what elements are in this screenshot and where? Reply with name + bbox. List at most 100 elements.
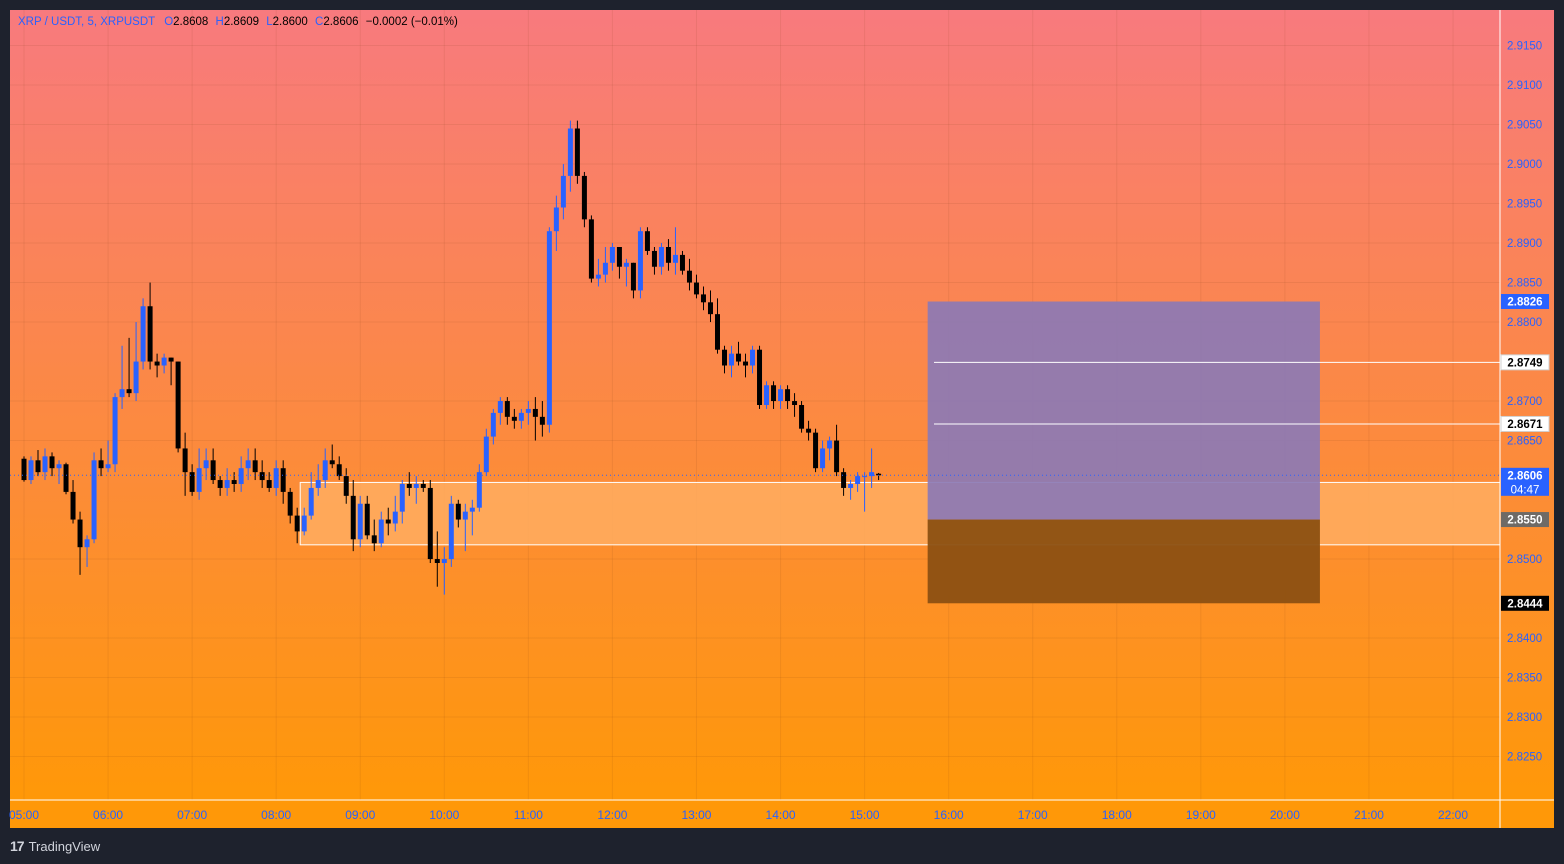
price-tick-label: 2.8950 bbox=[1507, 199, 1542, 211]
price-tick-label: 2.8850 bbox=[1507, 278, 1542, 290]
price-ticks: 2.8250 2.8300 2.8350 2.8400 2.8500 2.8650 2.87… bbox=[1507, 41, 1542, 764]
candle-body bbox=[175, 361, 181, 449]
candle-body bbox=[378, 519, 384, 544]
candle-body bbox=[497, 401, 503, 413]
time-tick-label: 22:00 bbox=[1438, 808, 1468, 822]
symbol-title: XRP / USDT, 5, XRPUSDT bbox=[18, 16, 155, 28]
profit-box bbox=[927, 301, 1320, 520]
candle-body bbox=[231, 480, 237, 484]
ohlc-close-key: C bbox=[315, 16, 324, 28]
candle-body bbox=[602, 262, 608, 275]
time-tick-label: 12:00 bbox=[597, 808, 627, 822]
price-tick-label: 2.8700 bbox=[1507, 396, 1542, 408]
candle-body bbox=[560, 175, 566, 208]
candle-body bbox=[750, 349, 756, 366]
level-label-bg bbox=[1500, 354, 1550, 371]
candle-body bbox=[385, 519, 391, 524]
candle-body bbox=[434, 559, 440, 563]
candle-body bbox=[785, 389, 791, 402]
time-axis[interactable] bbox=[10, 800, 1554, 828]
level-label: 2.8749 bbox=[1507, 357, 1542, 369]
price-tick-label: 2.8250 bbox=[1507, 752, 1542, 764]
candle-body bbox=[469, 507, 475, 512]
ohlc-low-key: L bbox=[266, 16, 273, 28]
candle-body bbox=[266, 480, 272, 488]
candle-body bbox=[736, 353, 742, 362]
candle-body bbox=[42, 456, 48, 473]
candle-body bbox=[441, 559, 447, 563]
candle-body bbox=[77, 519, 83, 548]
candle-body bbox=[672, 254, 678, 263]
entry-label: 2.8550 bbox=[1507, 515, 1542, 527]
candle-body bbox=[483, 436, 489, 473]
candle-body bbox=[511, 416, 517, 421]
candle-body bbox=[609, 247, 615, 263]
time-tick-label: 21:00 bbox=[1354, 808, 1384, 822]
candle-body bbox=[364, 503, 370, 536]
candle-body bbox=[595, 274, 601, 279]
candle-body bbox=[84, 539, 90, 548]
price-tick-label: 2.8400 bbox=[1507, 633, 1542, 645]
candle-body bbox=[119, 389, 125, 398]
entry-label-bg bbox=[1501, 512, 1549, 528]
candle-body bbox=[841, 472, 847, 488]
time-tick-label: 09:00 bbox=[345, 808, 375, 822]
position-tool[interactable] bbox=[927, 301, 1500, 604]
candle-body bbox=[287, 491, 293, 516]
candle-body bbox=[553, 207, 559, 232]
candle-body bbox=[764, 385, 770, 405]
candle-body bbox=[462, 511, 468, 520]
price-axis[interactable] bbox=[1500, 10, 1554, 800]
candle-body bbox=[280, 468, 286, 492]
price-tick-label: 2.8300 bbox=[1507, 712, 1542, 724]
candle-body bbox=[63, 464, 69, 492]
candle-body bbox=[455, 503, 461, 520]
time-tick-label: 10:00 bbox=[429, 808, 459, 822]
candle-body bbox=[448, 503, 454, 560]
candle-body bbox=[848, 484, 854, 488]
candle-body bbox=[630, 262, 636, 291]
price-tick-label: 2.9150 bbox=[1507, 41, 1542, 53]
candle-body bbox=[371, 535, 377, 544]
candle-body bbox=[350, 495, 356, 540]
candle-body bbox=[679, 254, 685, 271]
time-tick-label: 14:00 bbox=[766, 808, 796, 822]
price-tick-label: 2.8650 bbox=[1507, 436, 1542, 448]
candle-body bbox=[869, 472, 875, 477]
time-tick-label: 13:00 bbox=[681, 808, 711, 822]
candle-body bbox=[322, 460, 328, 481]
candle-body bbox=[154, 361, 160, 366]
time-tick-label: 06:00 bbox=[93, 808, 123, 822]
current-price-label-bg bbox=[1501, 467, 1549, 496]
ohlc-high-key: H bbox=[215, 16, 224, 28]
candle-body bbox=[729, 353, 735, 366]
candle-body bbox=[862, 476, 868, 478]
candle-body bbox=[623, 262, 629, 267]
candle-body bbox=[168, 357, 174, 362]
candle-body bbox=[56, 464, 62, 469]
candle-body bbox=[778, 389, 784, 402]
candle-body bbox=[357, 503, 363, 540]
candles bbox=[21, 120, 882, 595]
time-tick-label: 20:00 bbox=[1270, 808, 1300, 822]
candle-body bbox=[567, 128, 573, 176]
candle-body bbox=[539, 416, 545, 425]
candle-body bbox=[490, 412, 496, 437]
candle-body bbox=[827, 440, 833, 449]
time-tick-label: 15:00 bbox=[850, 808, 880, 822]
candle-body bbox=[217, 480, 223, 488]
candle-body bbox=[525, 408, 531, 413]
current-price-label: 2.8606 bbox=[1507, 470, 1542, 482]
price-labels: 2.8826 2.8749 2.8671 2.8606 04:47 2.8550 2.844… bbox=[1500, 294, 1550, 611]
tradingview-logo[interactable]: 17 TradingView bbox=[10, 838, 100, 854]
brand-label: TradingView bbox=[28, 838, 101, 854]
candle-body bbox=[518, 412, 524, 421]
candle-body bbox=[245, 460, 251, 469]
candle-body bbox=[301, 515, 307, 532]
candle-body bbox=[637, 231, 643, 291]
time-ticks: 05:00 06:00 07:00 08:00 09:00 10:00 11:00 12:00… bbox=[9, 808, 1468, 822]
price-tick-label: 2.9100 bbox=[1507, 80, 1542, 92]
candle-body bbox=[427, 487, 433, 560]
candle-body bbox=[806, 428, 812, 433]
